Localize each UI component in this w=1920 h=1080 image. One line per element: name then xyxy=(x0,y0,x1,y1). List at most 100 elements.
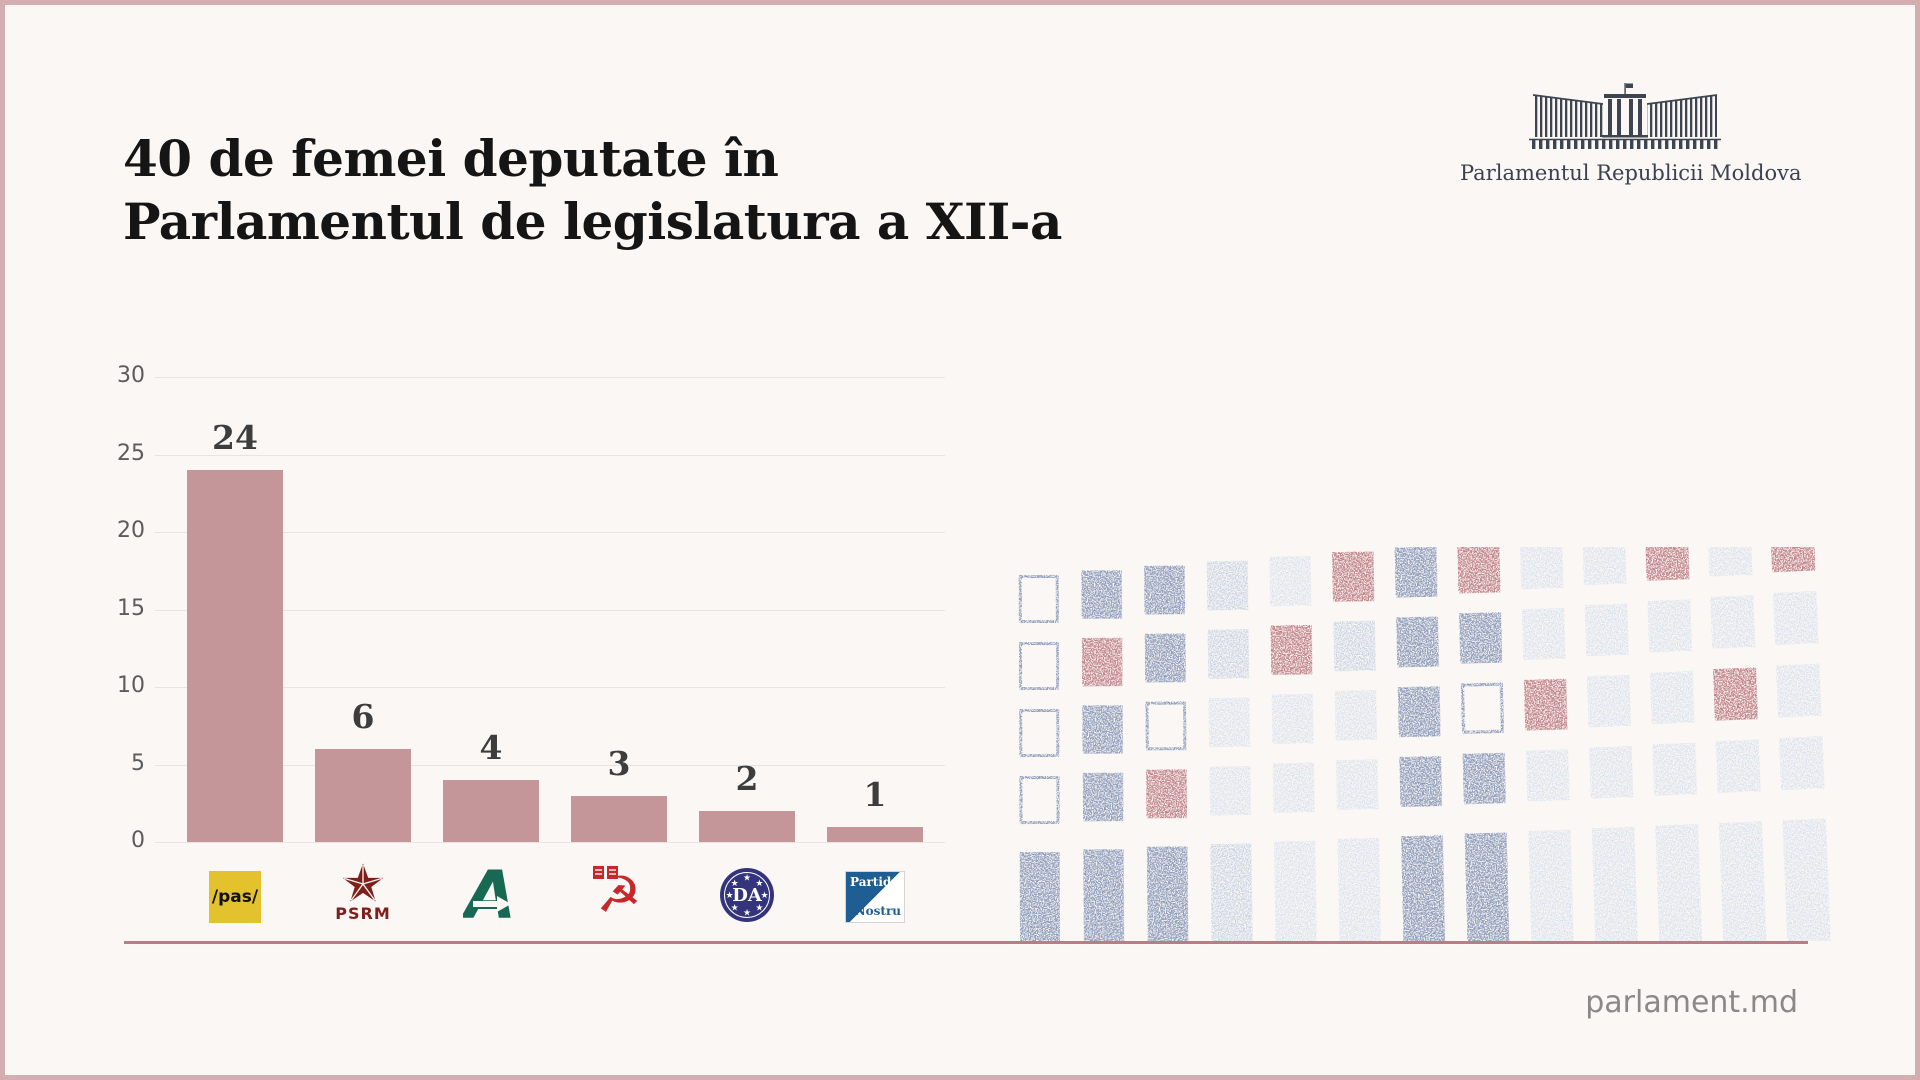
partidul-nostru-logo: Partidul Nostru xyxy=(845,871,905,923)
pattern-cell xyxy=(1207,629,1250,679)
gridline xyxy=(155,764,945,766)
bar-value-label: 24 xyxy=(212,418,258,457)
pattern-cell xyxy=(1707,547,1753,577)
page-title: 40 de femei deputate în Parlamentul de l… xyxy=(123,127,1103,253)
pattern-cell xyxy=(1523,678,1568,731)
pattern-cell xyxy=(1589,746,1634,799)
pattern-cell xyxy=(1770,547,1816,573)
title-line-1: 40 de femei deputate în xyxy=(123,129,779,188)
x-axis-logo-psrm: PSRM xyxy=(329,863,397,927)
pattern-cell xyxy=(1772,591,1819,645)
pattern-column xyxy=(1394,547,1446,941)
partidul-nostru-text-bottom: Nostru xyxy=(854,904,901,918)
pattern-cell xyxy=(1649,671,1695,724)
pattern-cell xyxy=(1462,752,1506,805)
alternativa-logo: A xyxy=(463,865,516,925)
pattern-cell xyxy=(1584,603,1629,657)
pattern-cell xyxy=(1269,556,1312,607)
bar-value-label: 1 xyxy=(863,774,887,814)
pattern-cell xyxy=(1019,851,1061,941)
pattern-column xyxy=(1644,547,1703,941)
bar-pas xyxy=(187,470,283,842)
svg-text:★: ★ xyxy=(743,874,751,884)
pattern-cell xyxy=(1591,826,1639,941)
pattern-cell xyxy=(1459,612,1503,664)
pattern-column xyxy=(1269,547,1318,941)
pattern-column xyxy=(1581,547,1639,941)
hammer-and-sickle-icon: ☭ xyxy=(596,866,642,924)
pattern-column xyxy=(1519,547,1575,941)
bar-pcrm xyxy=(571,795,667,842)
pattern-cell xyxy=(1334,690,1378,741)
pattern-column xyxy=(1706,547,1767,941)
x-axis-logo-partidul-nostru: Partidul Nostru xyxy=(841,863,909,927)
y-axis-tick-label: 5 xyxy=(131,750,145,776)
pattern-cell xyxy=(1144,633,1186,683)
pattern-cell xyxy=(1644,547,1690,581)
bar-platforma-da xyxy=(699,811,795,842)
x-axis-logo-alternativa: A xyxy=(457,863,525,927)
pattern-cell xyxy=(1271,693,1314,744)
svg-text:★: ★ xyxy=(731,904,739,914)
pattern-cell xyxy=(1333,620,1376,672)
decorative-dot-pattern xyxy=(1007,547,1867,941)
pattern-cell xyxy=(1464,832,1510,941)
pattern-cell xyxy=(1145,701,1187,751)
gridline xyxy=(155,377,945,378)
pattern-cell xyxy=(1401,835,1446,941)
bar-psrm xyxy=(315,749,411,842)
pattern-column xyxy=(1144,547,1189,941)
platforma-da-logo: ★ ★ ★ ★ ★ ★ ★ ★ DA xyxy=(720,868,774,922)
pattern-cell xyxy=(1525,749,1570,802)
svg-text:★: ★ xyxy=(755,879,763,889)
bar-value-label: 2 xyxy=(735,759,759,798)
pas-logo-text: /pas/ xyxy=(211,887,259,907)
y-axis-tick-label: 25 xyxy=(117,440,145,466)
pattern-cell xyxy=(1399,756,1443,807)
pattern-cell xyxy=(1652,742,1698,796)
pattern-cell xyxy=(1081,570,1123,619)
pattern-cell xyxy=(1210,843,1253,941)
pattern-cell xyxy=(1146,769,1188,819)
pattern-cell xyxy=(1712,667,1758,721)
pattern-cell xyxy=(1396,616,1439,668)
pattern-column xyxy=(1018,547,1061,941)
pattern-cell xyxy=(1270,624,1313,675)
pattern-cell xyxy=(1521,607,1566,660)
pattern-cell xyxy=(1519,547,1564,590)
y-axis-tick-label: 30 xyxy=(117,363,145,388)
pattern-cell xyxy=(1332,551,1375,602)
pattern-cell xyxy=(1273,840,1318,941)
pattern-cell xyxy=(1336,759,1379,810)
pattern-cell xyxy=(1394,547,1438,598)
svg-text:★: ★ xyxy=(725,891,733,901)
da-logo-text: DA xyxy=(732,885,763,906)
svg-text:★: ★ xyxy=(760,891,768,901)
svg-text:★: ★ xyxy=(743,909,751,919)
psrm-logo-text: PSRM xyxy=(335,904,391,923)
parliament-building-icon xyxy=(1529,83,1721,149)
psrm-star-icon xyxy=(342,863,384,902)
bar-value-label: 6 xyxy=(351,697,375,736)
y-axis-tick-label: 20 xyxy=(117,518,145,543)
pattern-column xyxy=(1769,547,1832,941)
pattern-cell xyxy=(1146,846,1189,941)
pattern-cell xyxy=(1397,686,1441,738)
pattern-column xyxy=(1456,547,1510,941)
pattern-cell xyxy=(1018,574,1059,624)
pattern-cell xyxy=(1209,765,1251,816)
pattern-column xyxy=(1331,547,1382,941)
pattern-cell xyxy=(1457,547,1501,594)
pattern-cell xyxy=(1208,697,1250,748)
pattern-column xyxy=(1206,547,1253,941)
pattern-cell xyxy=(1272,762,1315,813)
x-axis-logo-platforma-da: ★ ★ ★ ★ ★ ★ ★ ★ DA xyxy=(713,863,781,927)
pattern-cell xyxy=(1586,674,1632,728)
pattern-cell xyxy=(1778,736,1825,790)
svg-text:★: ★ xyxy=(731,879,739,889)
pcrm-book-icon xyxy=(593,866,618,879)
gridline xyxy=(155,609,945,611)
svg-text:★: ★ xyxy=(755,904,763,914)
svg-text:A: A xyxy=(463,865,516,925)
